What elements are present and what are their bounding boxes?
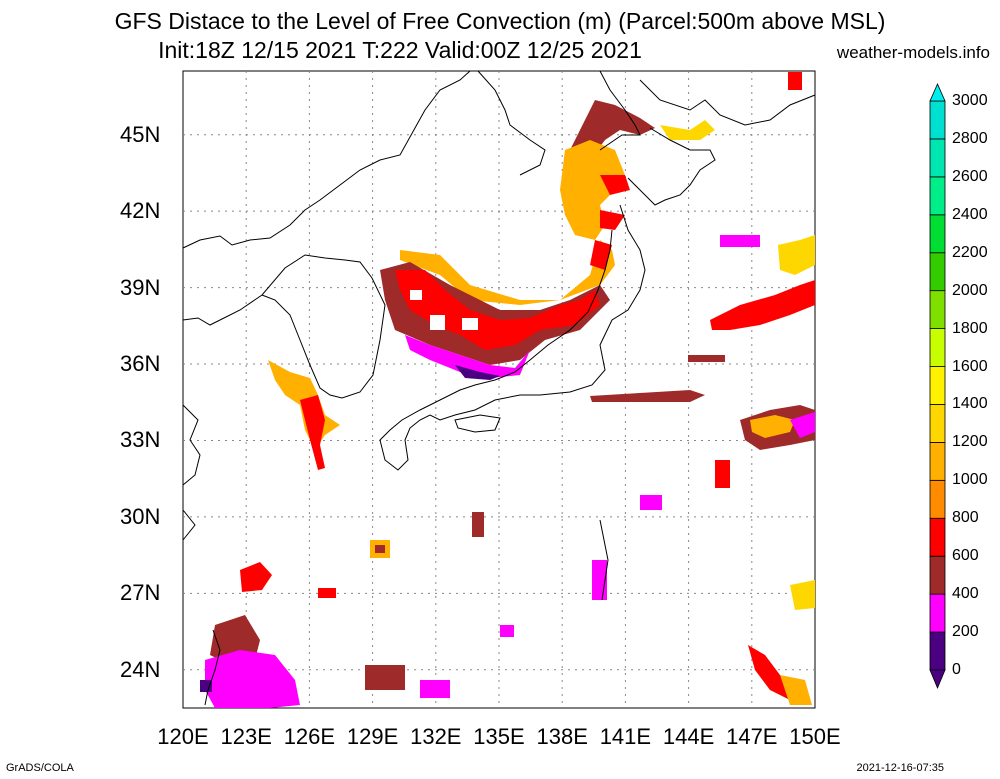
colorbar-label: 2000 bbox=[952, 281, 988, 299]
patch-sw-red bbox=[240, 562, 272, 592]
patch-seaofjapan-red bbox=[395, 270, 600, 350]
chart-subtitle: Init:18Z 12/15 2021 T:222 Valid:00Z 12/2… bbox=[158, 37, 642, 63]
colorbar-box bbox=[929, 290, 946, 329]
colorbar-label: 2800 bbox=[952, 129, 988, 147]
grads-credit: GrADS/COLA bbox=[6, 762, 74, 774]
patch-scatter bbox=[365, 665, 405, 690]
field-patches bbox=[200, 72, 815, 708]
colorbar-label: 2200 bbox=[952, 243, 988, 261]
colorbar-top-arrow bbox=[929, 83, 946, 102]
colorbar-box bbox=[929, 517, 946, 557]
patch-east-magenta bbox=[790, 412, 815, 438]
coastlines bbox=[182, 70, 816, 706]
colorbar-label: 0 bbox=[952, 661, 961, 678]
colorbar-box bbox=[929, 328, 946, 367]
lon-label: 120E bbox=[157, 724, 209, 749]
lon-label: 123E bbox=[220, 724, 272, 749]
patch-sw-purple bbox=[200, 680, 212, 692]
patch-scatter bbox=[375, 545, 385, 553]
lon-label: 126E bbox=[283, 724, 336, 749]
patch-scatter bbox=[500, 625, 514, 637]
colorbar-box bbox=[929, 404, 946, 443]
patch-north-orange bbox=[560, 140, 625, 240]
patch-scatter bbox=[420, 680, 450, 698]
colorbar-box bbox=[929, 100, 946, 140]
patch-scatter bbox=[472, 512, 484, 537]
patch-se-yellow bbox=[790, 580, 815, 610]
colorbar-label: 1200 bbox=[952, 433, 988, 451]
lon-label: 141E bbox=[599, 724, 652, 749]
patch-seaofjapan-orange bbox=[400, 240, 615, 305]
patch-white-hole1 bbox=[430, 315, 445, 330]
patch-scatter bbox=[318, 588, 336, 598]
lon-label: 144E bbox=[662, 724, 715, 749]
timestamp: 2021-12-16-07:35 bbox=[856, 762, 944, 774]
colorbar-box bbox=[929, 631, 946, 671]
colorbar-label: 600 bbox=[952, 547, 979, 565]
patch-scatter bbox=[720, 235, 760, 247]
lat-label: 39N bbox=[120, 274, 161, 300]
patch-white-hole2 bbox=[462, 318, 478, 330]
colorbar-label: 1600 bbox=[952, 357, 988, 375]
colorbar-label: 2400 bbox=[952, 205, 988, 223]
site-label: weather-models.info bbox=[836, 43, 990, 62]
patch-seaofjapan-magenta bbox=[405, 335, 530, 378]
colorbar-label: 1000 bbox=[952, 471, 988, 489]
colorbar-box bbox=[929, 252, 946, 292]
patch-east-yellow bbox=[778, 235, 815, 275]
patch-korea-red bbox=[300, 395, 325, 470]
colorbar-box bbox=[929, 214, 946, 254]
lat-label: 45N bbox=[120, 121, 161, 147]
patch-scatter bbox=[640, 495, 662, 510]
lon-label: 132E bbox=[410, 724, 462, 749]
patch-scatter bbox=[788, 72, 802, 90]
patch-hokkaido-yellow bbox=[660, 120, 715, 140]
colorbar-box bbox=[929, 138, 946, 178]
colorbar-box bbox=[929, 366, 946, 405]
lat-label: 27N bbox=[120, 580, 161, 606]
colorbar-label: 400 bbox=[952, 585, 979, 603]
lon-label: 129E bbox=[346, 724, 399, 749]
colorbar-bottom-arrow bbox=[929, 669, 946, 690]
lon-label: 147E bbox=[726, 724, 778, 749]
colorbar-box bbox=[929, 176, 946, 216]
colorbar-label: 1800 bbox=[952, 319, 988, 337]
patch-seaofjapan-purple bbox=[455, 365, 500, 380]
colorbar-box bbox=[929, 441, 946, 481]
lat-label: 36N bbox=[120, 351, 161, 377]
patch-scatter bbox=[715, 460, 730, 488]
colorbar-label: 1400 bbox=[952, 395, 988, 413]
patch-band36 bbox=[688, 355, 725, 362]
lat-label: 30N bbox=[120, 503, 161, 529]
colorbar-label: 3000 bbox=[952, 92, 988, 109]
lat-label: 42N bbox=[120, 198, 161, 224]
chart-title: GFS Distace to the Level of Free Convect… bbox=[114, 8, 886, 34]
lon-label: 135E bbox=[473, 724, 525, 749]
lon-label: 138E bbox=[536, 724, 588, 749]
patch-band35 bbox=[590, 390, 705, 402]
colorbar bbox=[929, 83, 946, 690]
patch-white-hole3 bbox=[410, 290, 422, 300]
colorbar-label: 2600 bbox=[952, 167, 988, 185]
patch-north-red bbox=[590, 175, 630, 270]
patch-east-orange bbox=[750, 415, 795, 438]
colorbar-box bbox=[929, 479, 946, 519]
colorbar-label: 200 bbox=[952, 623, 979, 641]
colorbar-box bbox=[929, 555, 946, 595]
map-frame bbox=[182, 70, 816, 709]
colorbar-label: 800 bbox=[952, 509, 979, 527]
patch-se-orange bbox=[780, 675, 812, 705]
colorbar-box bbox=[929, 593, 946, 633]
lon-label: 150E bbox=[789, 724, 841, 749]
lat-label: 33N bbox=[120, 427, 161, 453]
patch-east-red bbox=[710, 280, 815, 330]
lat-label: 24N bbox=[120, 656, 161, 682]
patch-sw-magenta bbox=[205, 650, 300, 708]
